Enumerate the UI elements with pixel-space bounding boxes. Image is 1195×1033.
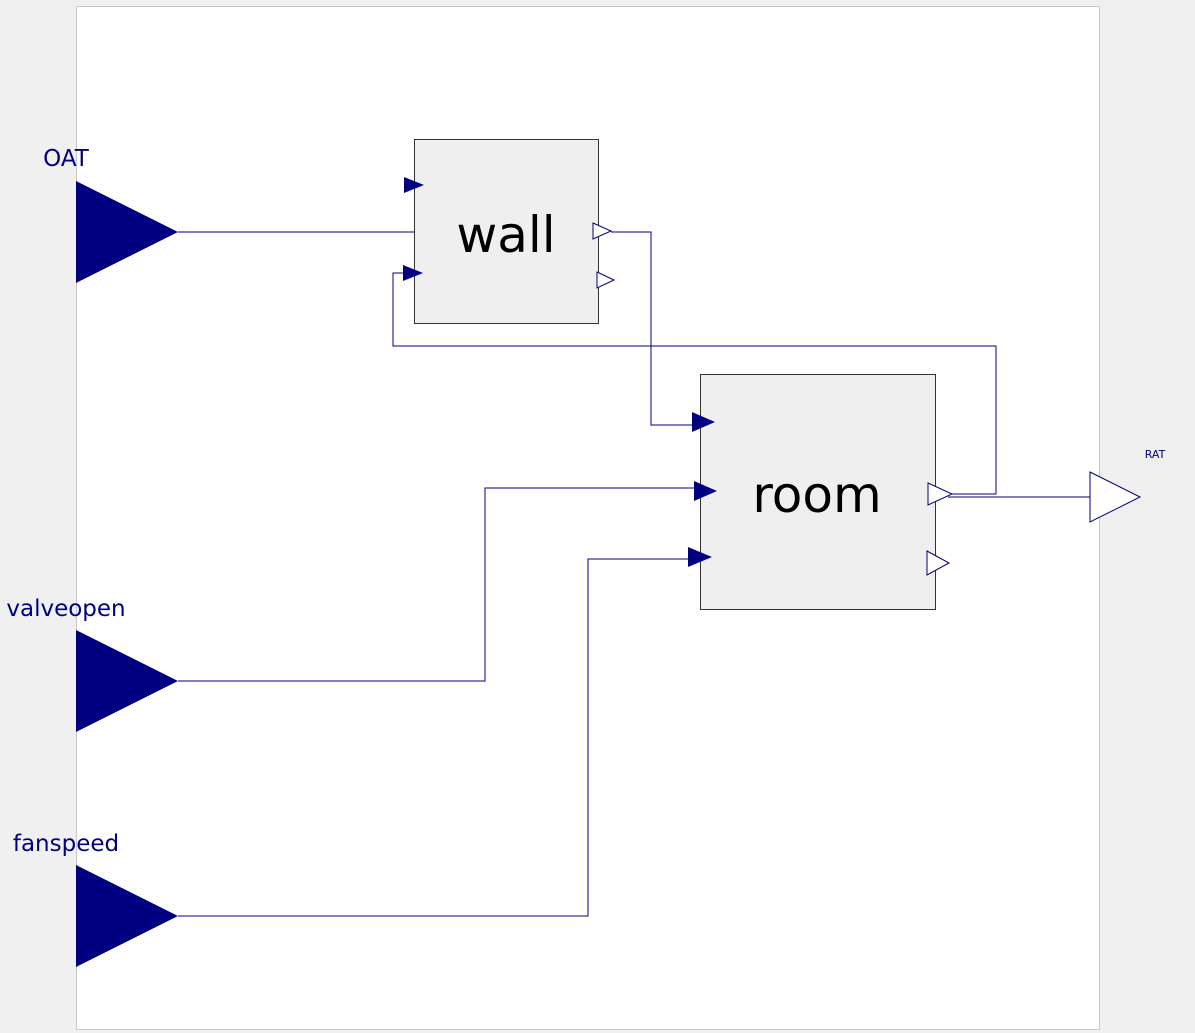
valveopen-input-label: valveopen xyxy=(6,596,125,622)
room-block-body[interactable] xyxy=(700,374,936,610)
wall-input-port-2[interactable] xyxy=(403,265,423,281)
room-block-label: room xyxy=(752,466,881,524)
input-valveopen[interactable]: valveopen xyxy=(6,596,178,732)
oat-input-label: OAT xyxy=(43,146,90,172)
oat-input-triangle[interactable] xyxy=(76,181,178,283)
rat-output-label: RAT xyxy=(1145,448,1166,461)
input-oat[interactable]: OAT xyxy=(43,146,178,283)
room-output-port-2[interactable] xyxy=(926,550,951,576)
wire-valveopen-to-room[interactable] xyxy=(178,487,694,682)
wall-output-port-2[interactable] xyxy=(596,271,616,289)
wall-input-port-1[interactable] xyxy=(404,177,424,193)
room-input-port-1[interactable] xyxy=(692,412,715,432)
fanspeed-input-label: fanspeed xyxy=(13,831,119,857)
output-rat[interactable]: RAT xyxy=(1089,448,1166,523)
rat-output-triangle[interactable] xyxy=(1089,471,1142,523)
room-output-port-1[interactable] xyxy=(927,482,954,506)
wall-block[interactable]: wall xyxy=(403,139,616,324)
wall-output-port-1[interactable] xyxy=(592,222,613,240)
fanspeed-input-triangle[interactable] xyxy=(76,865,178,967)
wire-fanspeed-to-room[interactable] xyxy=(178,558,688,917)
room-block[interactable]: room xyxy=(688,374,954,610)
wall-block-label: wall xyxy=(456,206,555,264)
valveopen-input-triangle[interactable] xyxy=(76,630,178,732)
input-fanspeed[interactable]: fanspeed xyxy=(13,831,178,967)
room-input-port-2[interactable] xyxy=(694,481,717,501)
room-input-port-3[interactable] xyxy=(688,547,712,567)
connection-lines xyxy=(178,231,1090,917)
wire-wall-to-room[interactable] xyxy=(611,231,692,426)
wire-room-feedback-to-wall[interactable] xyxy=(392,272,997,495)
